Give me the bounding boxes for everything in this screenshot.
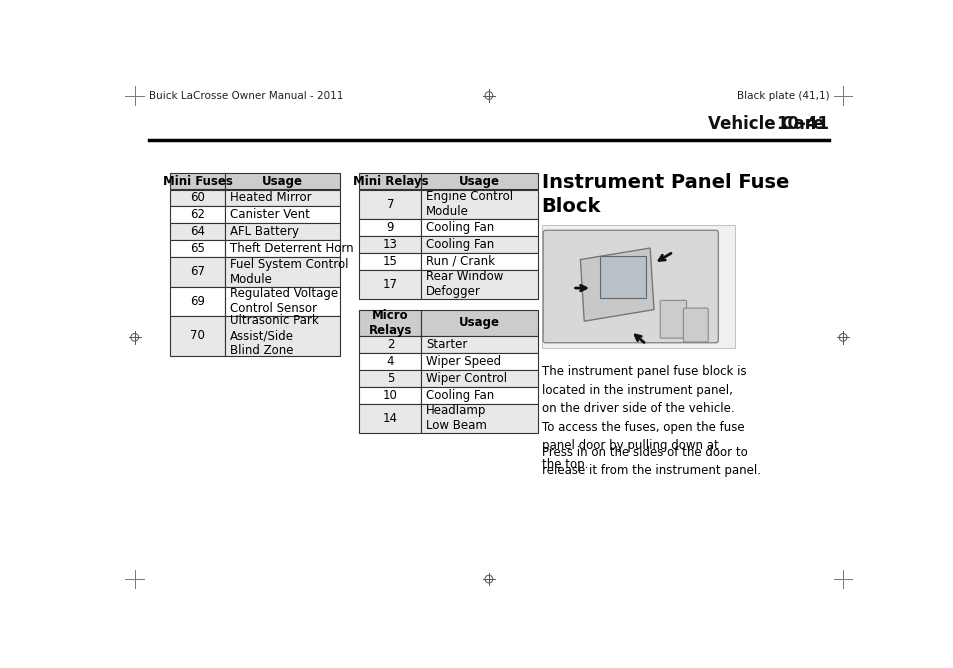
Text: 64: 64: [190, 225, 205, 238]
Bar: [170, 223, 225, 240]
Bar: [421, 218, 537, 236]
Text: Vehicle Care: Vehicle Care: [707, 114, 823, 132]
Bar: [170, 240, 225, 257]
Text: Run / Crank: Run / Crank: [426, 255, 495, 268]
Text: 4: 4: [386, 355, 394, 367]
Text: The instrument panel fuse block is
located in the instrument panel,
on the drive: The instrument panel fuse block is locat…: [541, 365, 745, 470]
Bar: [359, 387, 421, 403]
Bar: [421, 369, 537, 387]
Text: Heated Mirror: Heated Mirror: [230, 192, 312, 204]
Text: 7: 7: [386, 198, 394, 210]
Text: Cooling Fan: Cooling Fan: [426, 238, 494, 250]
Text: Engine Control
Module: Engine Control Module: [426, 190, 513, 218]
Bar: [541, 225, 735, 348]
Bar: [421, 236, 537, 253]
Text: Rear Window
Defogger: Rear Window Defogger: [426, 271, 503, 298]
Text: Black plate (41,1): Black plate (41,1): [736, 91, 828, 101]
Text: Theft Deterrent Horn: Theft Deterrent Horn: [230, 242, 354, 255]
Bar: [359, 190, 421, 218]
Bar: [421, 270, 537, 299]
Bar: [170, 172, 225, 190]
Bar: [421, 353, 537, 369]
Bar: [170, 287, 225, 316]
Bar: [421, 190, 537, 218]
Text: 15: 15: [383, 255, 397, 268]
Text: Mini Fuses: Mini Fuses: [162, 174, 233, 188]
Bar: [421, 172, 537, 190]
Bar: [225, 257, 340, 287]
Bar: [225, 316, 340, 356]
Text: 65: 65: [190, 242, 205, 255]
FancyBboxPatch shape: [659, 301, 686, 338]
Text: Micro
Relays: Micro Relays: [369, 309, 412, 337]
Text: Canister Vent: Canister Vent: [230, 208, 310, 221]
Bar: [599, 256, 645, 298]
Text: 70: 70: [190, 329, 205, 342]
Text: Usage: Usage: [458, 316, 499, 329]
Bar: [359, 369, 421, 387]
Bar: [225, 223, 340, 240]
Text: Press in on the sides of the door to
release it from the instrument panel.: Press in on the sides of the door to rel…: [541, 446, 760, 478]
Bar: [359, 253, 421, 270]
Bar: [225, 172, 340, 190]
Text: Wiper Control: Wiper Control: [426, 371, 507, 385]
FancyBboxPatch shape: [542, 230, 718, 343]
Bar: [359, 310, 421, 336]
Text: Starter: Starter: [426, 338, 467, 351]
Bar: [359, 403, 421, 433]
Text: 17: 17: [382, 278, 397, 291]
Text: 2: 2: [386, 338, 394, 351]
Bar: [421, 387, 537, 403]
Text: 62: 62: [190, 208, 205, 221]
Text: 60: 60: [190, 192, 205, 204]
Bar: [359, 172, 421, 190]
Polygon shape: [579, 248, 654, 321]
Bar: [359, 336, 421, 353]
Bar: [359, 353, 421, 369]
Text: Usage: Usage: [262, 174, 303, 188]
Text: 10: 10: [383, 389, 397, 401]
Text: Wiper Speed: Wiper Speed: [426, 355, 500, 367]
Bar: [359, 270, 421, 299]
Bar: [421, 310, 537, 336]
Text: Regulated Voltage
Control Sensor: Regulated Voltage Control Sensor: [230, 287, 338, 315]
Text: 5: 5: [386, 371, 394, 385]
Text: Fuel System Control
Module: Fuel System Control Module: [230, 258, 348, 286]
Bar: [225, 206, 340, 223]
Text: Instrument Panel Fuse
Block: Instrument Panel Fuse Block: [541, 172, 788, 216]
Text: 10-41: 10-41: [776, 114, 828, 132]
Text: Ultrasonic Park
Assist/Side
Blind Zone: Ultrasonic Park Assist/Side Blind Zone: [230, 315, 318, 357]
Bar: [421, 336, 537, 353]
Text: 67: 67: [190, 265, 205, 279]
FancyBboxPatch shape: [682, 308, 707, 342]
Text: 9: 9: [386, 220, 394, 234]
Text: 13: 13: [383, 238, 397, 250]
Text: 69: 69: [190, 295, 205, 308]
Text: Mini Relays: Mini Relays: [353, 174, 428, 188]
Bar: [421, 253, 537, 270]
Text: 14: 14: [382, 411, 397, 425]
Text: Cooling Fan: Cooling Fan: [426, 389, 494, 401]
Bar: [170, 206, 225, 223]
Bar: [359, 218, 421, 236]
Bar: [359, 236, 421, 253]
Bar: [225, 287, 340, 316]
Text: AFL Battery: AFL Battery: [230, 225, 298, 238]
Text: Buick LaCrosse Owner Manual - 2011: Buick LaCrosse Owner Manual - 2011: [149, 91, 343, 101]
Bar: [170, 190, 225, 206]
Text: Headlamp
Low Beam: Headlamp Low Beam: [426, 404, 487, 432]
Text: Cooling Fan: Cooling Fan: [426, 220, 494, 234]
Bar: [170, 257, 225, 287]
Bar: [225, 240, 340, 257]
Bar: [225, 190, 340, 206]
Text: Usage: Usage: [458, 174, 499, 188]
Bar: [170, 316, 225, 356]
Bar: [421, 403, 537, 433]
